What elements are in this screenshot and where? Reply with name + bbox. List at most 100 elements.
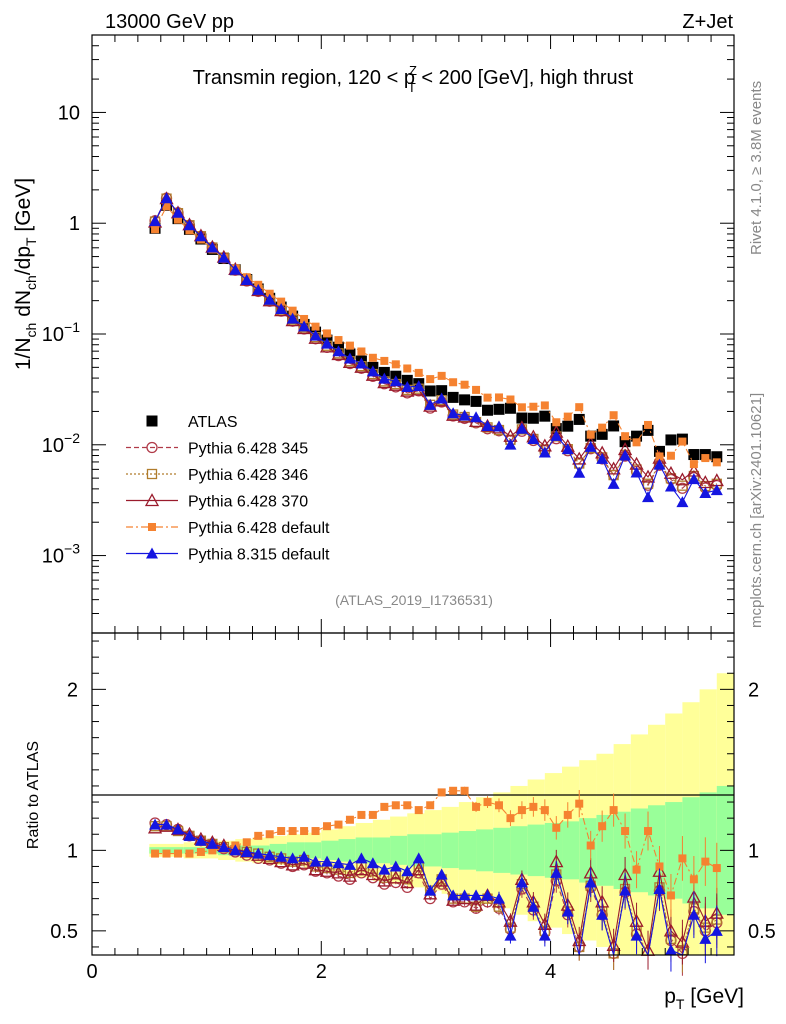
ratio-point-pythia-8-315-default: [217, 841, 230, 853]
ratio-point-pythia-6-428-default: [357, 810, 366, 819]
main-title: Transmin region, 120 < pZ T < 200 [GeV], …: [193, 63, 634, 95]
main-point-pythia-8-315-default: [240, 274, 253, 286]
rivet-label: Rivet 4.1.0, ≥ 3.8M events: [748, 81, 765, 255]
main-point-pythia-8-315-default: [309, 329, 322, 341]
ratio-point-pythia-6-428-default: [506, 814, 515, 823]
main-point-pythia-8-315-default: [481, 420, 494, 432]
main-point-atlas: [482, 404, 494, 416]
ratio-y-tick-label-left: 2: [67, 679, 78, 701]
ratio-point-pythia-6-428-default: [323, 822, 332, 831]
main-point-pythia-6-428-default: [437, 371, 446, 380]
main-point-atlas: [401, 374, 413, 386]
ratio-point-pythia-6-428-default: [345, 815, 354, 824]
main-point-pythia-6-428-default: [666, 451, 675, 460]
ratio-point-pythia-6-428-370: [468, 897, 484, 911]
main-point-pythia-8-315-default: [298, 320, 311, 332]
ratio-point-pythia-8-315-default: [401, 865, 414, 877]
ratio-point-pythia-6-428-default: [403, 801, 412, 810]
main-point-pythia-8-315-default: [630, 466, 643, 478]
main-point-pythia-8-315-default: [229, 263, 242, 275]
main-point-pythia-6-428-default: [506, 395, 515, 404]
main-point-pythia-6-428-default: [632, 438, 641, 447]
ratio-point-pythia-8-315-default: [343, 858, 356, 870]
main-point-pythia-6-428-default: [311, 322, 320, 331]
main-point-pythia-6-428-default: [472, 385, 481, 394]
ratio-y-tick-label-left: 0.5: [50, 921, 78, 943]
main-point-pythia-6-428-default: [701, 454, 710, 463]
ratio-point-pythia-8-315-default: [687, 908, 700, 920]
ratio-point-pythia-8-315-default: [332, 857, 345, 869]
ratio-point-pythia-6-428-370: [365, 867, 380, 881]
ratio-point-pythia-6-428-370: [675, 934, 690, 948]
ratio-point-pythia-8-315-default: [447, 889, 460, 901]
main-point-pythia-8-315-default: [160, 192, 173, 204]
main-point-pythia-6-428-default: [173, 215, 182, 224]
main-point-pythia-8-315-default: [538, 446, 551, 458]
header-left: 13000 GeV pp: [105, 11, 234, 33]
main-point-atlas: [527, 412, 539, 424]
ratio-point-pythia-8-315-default: [538, 929, 551, 941]
ratio-point-pythia-6-428-default: [540, 806, 549, 815]
band-inner: [682, 797, 700, 904]
ratio-point-pythia-8-315-default: [412, 852, 425, 864]
ratio-point-pythia-8-315-default: [206, 837, 219, 849]
ratio-point-pythia-8-315-default: [309, 855, 322, 867]
legend-label-pythia-8-315-default: Pythia 8.315 default: [188, 547, 330, 564]
main-point-pythia-8-315-default: [527, 432, 540, 444]
header-right: Z+Jet: [682, 11, 733, 33]
main-point-pythia-8-315-default: [584, 440, 597, 452]
ratio-point-pythia-6-428-370: [331, 865, 346, 879]
main-point-pythia-6-428-default: [563, 412, 572, 421]
main-point-atlas: [436, 385, 448, 397]
main-point-pythia-8-315-default: [492, 420, 505, 432]
ratio-series-group: [147, 786, 724, 976]
main-point-pythia-8-315-default: [653, 458, 666, 470]
ratio-y-tick-label-right: 0.5: [748, 921, 776, 943]
main-point-pythia-6-428-default: [414, 368, 423, 377]
ratio-point-pythia-6-428-370: [388, 870, 403, 884]
ratio-point-pythia-6-428-default: [494, 801, 503, 810]
band-inner: [424, 834, 442, 867]
legend-marker-atlas: [146, 415, 158, 427]
main-y-tick-label: 10−2: [42, 430, 80, 457]
ratio-point-pythia-6-428-default: [162, 849, 171, 858]
band-inner: [338, 839, 356, 862]
main-point-pythia-8-315-default: [355, 357, 368, 369]
ratio-point-pythia-6-428-default: [621, 827, 630, 836]
band-inner: [476, 829, 494, 872]
legend-label-atlas: ATLAS: [188, 414, 238, 431]
ratio-point-pythia-8-315-default: [286, 852, 299, 864]
main-point-pythia-6-428-default: [575, 403, 584, 412]
main-point-pythia-8-315-default: [149, 215, 162, 227]
band-inner: [613, 811, 631, 889]
main-point-atlas: [447, 391, 459, 403]
main-point-atlas: [378, 366, 390, 378]
band-inner: [665, 802, 683, 899]
ratio-point-pythia-8-315-default: [183, 829, 196, 841]
legend-label-pythia-6-428-default: Pythia 6.428 default: [188, 520, 330, 537]
ratio-point-pythia-8-315-default: [584, 876, 597, 888]
main-point-pythia-6-428-default: [426, 375, 435, 384]
band-inner: [441, 832, 459, 869]
main-point-atlas: [619, 436, 631, 448]
main-point-pythia-8-315-default: [710, 484, 723, 496]
ratio-point-pythia-6-428-default: [185, 849, 194, 858]
band-inner: [304, 842, 322, 859]
main-point-atlas: [550, 423, 562, 435]
ratio-point-pythia-8-315-default: [171, 823, 184, 835]
ratio-point-pythia-6-428-default: [391, 801, 400, 810]
main-point-pythia-6-428-370: [663, 465, 679, 479]
main-point-pythia-6-428-default: [368, 353, 377, 362]
ratio-point-pythia-8-315-default: [149, 818, 162, 830]
main-point-pythia-6-428-default: [712, 458, 721, 467]
main-point-pythia-8-315-default: [619, 449, 632, 461]
main-axis-ticks: [91, 34, 735, 634]
mcplots-label: mcplots.cern.ch [arXiv:2401.10621]: [748, 393, 765, 628]
legend-marker-pythia-8-315-default: [146, 547, 158, 559]
ratio-point-pythia-8-315-default: [240, 845, 253, 857]
main-point-pythia-6-428-default: [460, 380, 469, 389]
ratio-point-pythia-6-428-default: [689, 875, 698, 884]
ratio-point-pythia-6-428-default: [242, 838, 251, 847]
x-tick-label: 0: [86, 961, 97, 983]
